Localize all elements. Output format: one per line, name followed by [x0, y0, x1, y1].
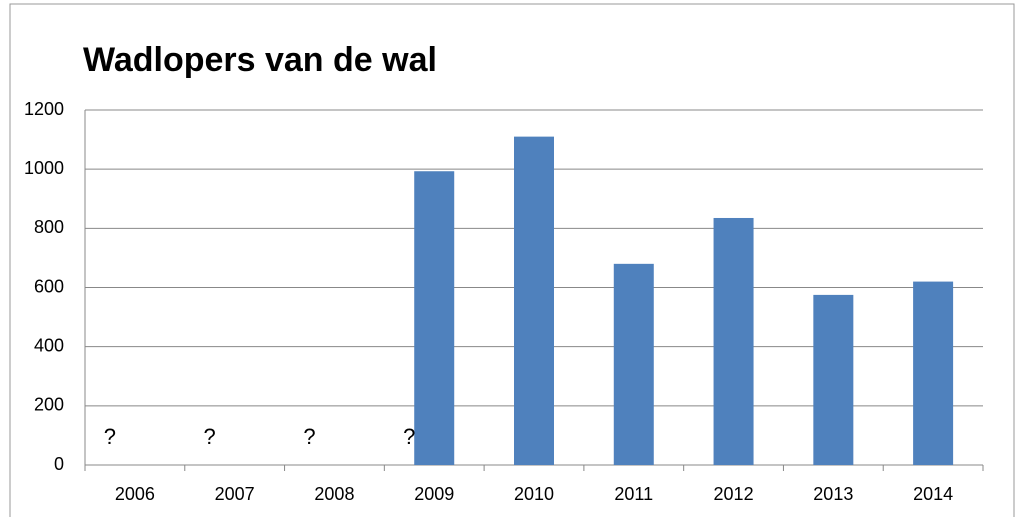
x-tick-label: 2011 — [614, 484, 653, 504]
chart-frame — [9, 3, 1015, 517]
y-tick-label: 400 — [34, 335, 64, 355]
x-tick-label: 2014 — [913, 484, 953, 504]
bar — [713, 217, 754, 465]
value-label: ? — [403, 424, 415, 449]
y-tick-label: 800 — [34, 217, 64, 237]
y-tick-label: 0 — [54, 454, 64, 474]
bar — [913, 281, 954, 465]
y-tick-label: 1000 — [24, 158, 64, 178]
bar — [813, 294, 854, 465]
bar — [514, 136, 554, 465]
chart-title: Wadlopers van de wal — [83, 41, 437, 79]
value-label: ? — [104, 424, 116, 449]
x-tick-label: 2007 — [215, 484, 255, 504]
value-label: ? — [204, 424, 216, 449]
x-tick-label: 2013 — [813, 484, 853, 504]
x-tick-label: 2012 — [714, 484, 754, 504]
bar — [613, 263, 654, 465]
y-tick-label: 200 — [34, 395, 64, 415]
x-tick-label: 2009 — [414, 484, 454, 504]
x-tick-label: 2006 — [115, 484, 155, 504]
y-tick-label: 600 — [34, 276, 64, 296]
bar — [414, 171, 455, 466]
x-tick-label: 2008 — [314, 484, 354, 504]
value-label: ? — [303, 424, 315, 449]
y-tick-label: 1200 — [24, 99, 64, 119]
x-tick-label: 2010 — [514, 484, 554, 504]
